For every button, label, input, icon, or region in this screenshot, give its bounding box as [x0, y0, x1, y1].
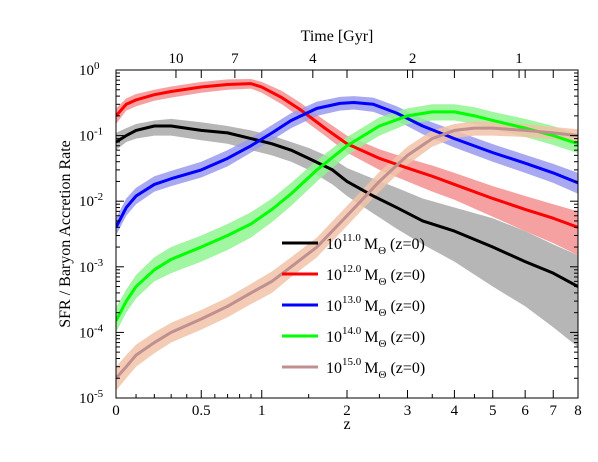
y-tick-exponent: -1 [94, 126, 103, 138]
y-tick-label: 10 [79, 63, 94, 79]
x-tick-label: 1 [258, 403, 266, 419]
legend-entry-1: 1012.0 MΘ (z=0) [326, 263, 425, 288]
y-tick-exponent: -3 [94, 257, 104, 269]
x-tick-label: 0 [112, 403, 120, 419]
x-tick-label: 3 [404, 403, 412, 419]
x-tick-label: 8 [574, 403, 582, 419]
y-tick-label: 10 [79, 391, 94, 407]
top-tick-label: 1 [515, 51, 523, 67]
y-tick-exponent: 0 [94, 60, 100, 72]
series-band-1 [116, 78, 578, 256]
y-axis-label: SFR / Baryon Accretion Rate [57, 140, 74, 328]
x-tick-label: 2 [343, 403, 351, 419]
y-tick-exponent: -5 [94, 388, 104, 400]
tick-layer: 0 0.5 1 2 3 4 5 6 7 810 7 4 2 110-510-410-310-210-110… [79, 51, 582, 419]
top-tick-label: 10 [168, 51, 183, 67]
legend: 1011.0 MΘ (z=0) 1012.0 MΘ (z=0) 1013.0 MΘ (z=… [282, 232, 425, 381]
y-tick-label: 10 [79, 325, 94, 341]
top-axis-label: Time [Gyr] [301, 28, 374, 45]
legend-entry-3: 1014.0 MΘ (z=0) [326, 325, 425, 350]
series-line-2 [116, 100, 578, 228]
series-line-1 [116, 82, 578, 229]
x-tick-label: 5 [489, 403, 497, 419]
top-tick-label: 4 [309, 51, 317, 67]
legend-entry-4: 1015.0 MΘ (z=0) [326, 356, 425, 381]
line-layer [116, 82, 578, 380]
legend-entry-2: 1013.0 MΘ (z=0) [326, 294, 425, 319]
series-line-0 [116, 124, 578, 288]
y-tick-exponent: -2 [94, 191, 103, 203]
top-tick-label: 7 [231, 51, 239, 67]
series-band-0 [116, 118, 578, 347]
x-tick-label: 0.5 [192, 403, 211, 419]
x-tick-label: 7 [549, 403, 557, 419]
legend-entry-0: 1011.0 MΘ (z=0) [326, 232, 425, 257]
x-tick-label: 4 [451, 403, 459, 419]
series-line-4 [116, 126, 578, 380]
y-tick-exponent: -4 [94, 322, 104, 334]
y-tick-label: 10 [79, 194, 94, 210]
y-tick-label: 10 [79, 129, 94, 145]
x-axis-label: z [343, 416, 350, 433]
series-line-3 [116, 110, 578, 322]
top-tick-label: 2 [409, 51, 417, 67]
x-tick-label: 6 [521, 403, 529, 419]
y-tick-label: 10 [79, 260, 94, 276]
